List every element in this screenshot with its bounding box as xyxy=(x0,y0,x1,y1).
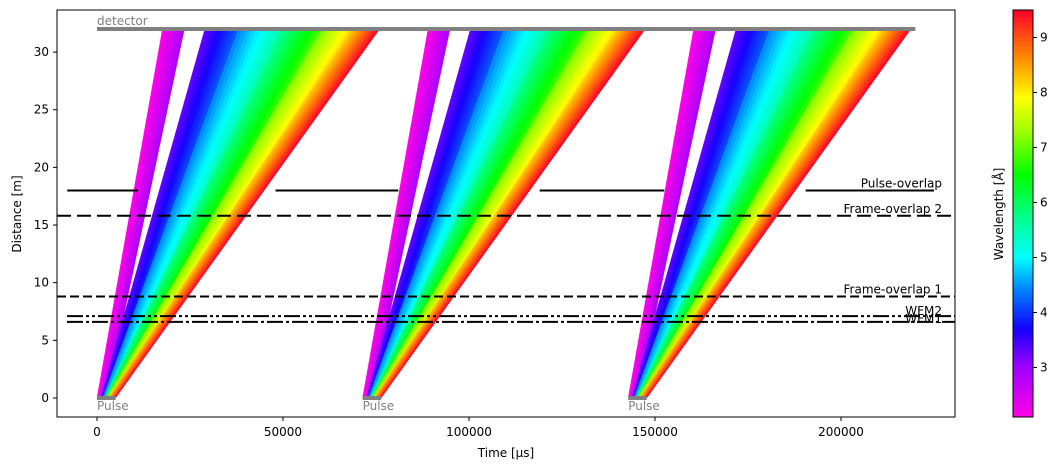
y-axis-label: Distance [m] xyxy=(10,175,24,252)
y-tick-label: 0 xyxy=(41,391,49,405)
x-tick-label: 100000 xyxy=(446,425,492,439)
x-tick-label: 150000 xyxy=(632,425,678,439)
x-axis-label: Time [µs] xyxy=(477,446,534,460)
colorbar-label: Wavelength [Å] xyxy=(991,168,1006,261)
detector-label: detector xyxy=(97,14,148,28)
y-tick-label: 15 xyxy=(34,218,49,232)
chopper-label: WFM2 xyxy=(905,304,942,318)
colorbar-tick-label: 8 xyxy=(1040,86,1048,100)
colorbar-ticks: 3 4 5 6 7 8 9 xyxy=(1033,31,1048,375)
source-and-detector-markers: Pulse-overlap Frame-overlap 2 Frame-overla… xyxy=(96,14,942,413)
colorbar-tick-label: 4 xyxy=(1040,306,1048,320)
colorbar-tick-label: 5 xyxy=(1040,251,1048,265)
y-tick-label: 5 xyxy=(41,333,49,347)
chopper-label: Pulse-overlap xyxy=(861,176,942,190)
axes-frame xyxy=(56,9,956,418)
colorbar-tick-label: 9 xyxy=(1040,31,1048,45)
x-tick-label: 50000 xyxy=(264,425,302,439)
chopper-label: Frame-overlap 2 xyxy=(844,202,942,216)
colorbar-tick-label: 7 xyxy=(1040,141,1048,155)
x-tick-label: 0 xyxy=(93,425,101,439)
chopper-label: Frame-overlap 1 xyxy=(844,283,942,297)
colorbar xyxy=(1012,9,1034,418)
colorbar-tick-label: 3 xyxy=(1040,361,1048,375)
x-tick-label: 200000 xyxy=(818,425,864,439)
y-axis-ticks: 0 5 10 15 20 25 30 xyxy=(34,45,57,405)
y-tick-label: 25 xyxy=(34,103,49,117)
y-tick-label: 10 xyxy=(34,276,49,290)
pulse-label: Pulse xyxy=(97,399,129,413)
x-axis-ticks: 0 50000 100000 150000 200000 xyxy=(93,417,864,439)
pulse-label: Pulse xyxy=(363,399,395,413)
chopper-label: WFM1 xyxy=(905,312,942,326)
chopper-lines xyxy=(57,189,955,323)
y-tick-label: 30 xyxy=(34,45,49,59)
pulse-label: Pulse xyxy=(628,399,660,413)
neutron-wavelength-bands xyxy=(96,28,912,399)
colorbar-tick-label: 6 xyxy=(1040,196,1048,210)
y-tick-label: 20 xyxy=(34,160,49,174)
